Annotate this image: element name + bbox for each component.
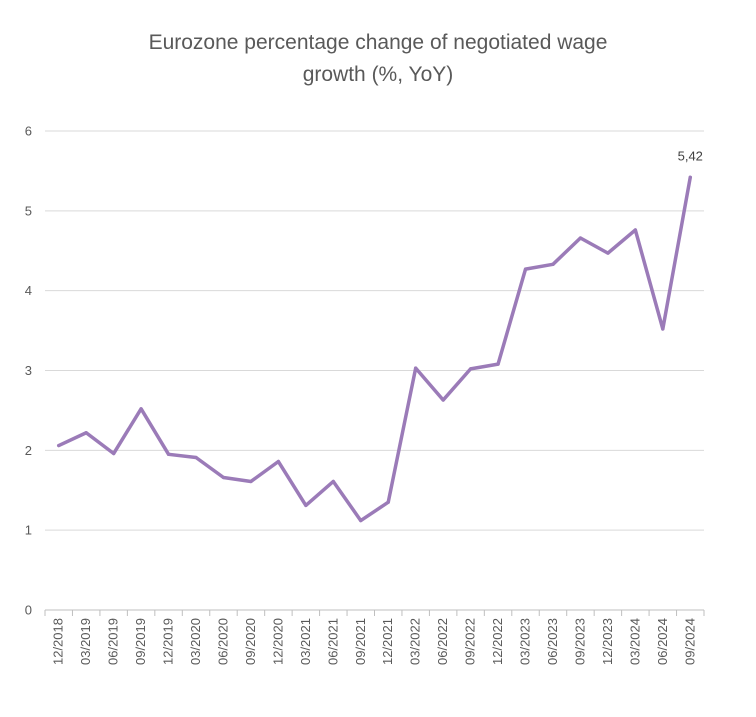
data-point xyxy=(84,431,88,435)
data-point xyxy=(551,262,555,266)
x-tick-label: 12/2021 xyxy=(380,618,395,665)
x-tick-label: 12/2023 xyxy=(600,618,615,665)
data-label: 5,42 xyxy=(678,148,703,163)
data-point xyxy=(359,518,363,523)
x-tick-label: 03/2020 xyxy=(188,618,203,665)
x-tick-label: 06/2020 xyxy=(215,618,230,665)
data-point xyxy=(276,459,280,464)
x-tick-label: 12/2018 xyxy=(51,618,66,665)
x-tick-label: 06/2022 xyxy=(435,618,450,665)
x-tick-label: 09/2020 xyxy=(243,618,258,665)
data-point xyxy=(606,251,610,255)
x-tick-label: 09/2024 xyxy=(682,618,697,665)
data-point xyxy=(166,452,171,456)
data-point xyxy=(688,175,692,179)
x-tick-label: 03/2022 xyxy=(408,618,423,665)
data-point xyxy=(304,503,308,508)
x-tick-label: 03/2024 xyxy=(627,618,642,665)
chart-title-line-2: growth (%, YoY) xyxy=(302,63,454,86)
x-tick-label: 06/2021 xyxy=(325,618,340,665)
data-point xyxy=(469,367,473,371)
data-point xyxy=(331,479,335,484)
chart-title-line-1: Eurozone percentage change of negotiated… xyxy=(148,31,608,54)
x-tick-label: 09/2022 xyxy=(463,618,478,665)
data-point xyxy=(139,407,143,411)
y-tick-label: 3 xyxy=(25,363,32,378)
data-point xyxy=(249,479,253,484)
y-tick-label: 5 xyxy=(25,203,32,218)
x-tick-label: 09/2019 xyxy=(133,618,148,665)
data-point xyxy=(386,500,390,504)
data-point xyxy=(57,443,61,448)
y-tick-label: 6 xyxy=(25,124,32,139)
x-tick-label: 06/2019 xyxy=(106,618,121,665)
x-tick-label: 12/2020 xyxy=(270,618,285,665)
y-tick-label: 1 xyxy=(25,523,32,538)
x-tick-label: 06/2024 xyxy=(655,618,670,665)
data-point xyxy=(112,451,116,456)
x-tick-label: 06/2023 xyxy=(545,618,560,665)
data-point xyxy=(194,455,198,460)
x-tick-label: 12/2019 xyxy=(161,618,176,665)
x-tick-label: 03/2021 xyxy=(298,618,313,665)
y-tick-label: 2 xyxy=(25,443,32,458)
x-tick-label: 12/2022 xyxy=(490,618,505,665)
x-tick-label: 03/2023 xyxy=(518,618,533,665)
series-line-0 xyxy=(56,175,693,523)
data-point xyxy=(441,398,445,402)
data-point xyxy=(414,366,418,370)
data-point xyxy=(496,362,500,366)
x-tick-label: 03/2019 xyxy=(78,618,93,665)
x-tick-label: 09/2023 xyxy=(572,618,587,665)
chart-title: Eurozone percentage change of negotiated… xyxy=(0,27,756,91)
y-tick-label: 0 xyxy=(25,603,32,618)
data-point xyxy=(221,475,226,480)
data-point xyxy=(523,267,528,271)
x-tick-label: 09/2021 xyxy=(353,618,368,665)
data-point xyxy=(661,327,665,331)
y-tick-label: 4 xyxy=(25,283,32,298)
data-point xyxy=(578,236,583,240)
data-point xyxy=(633,228,637,232)
